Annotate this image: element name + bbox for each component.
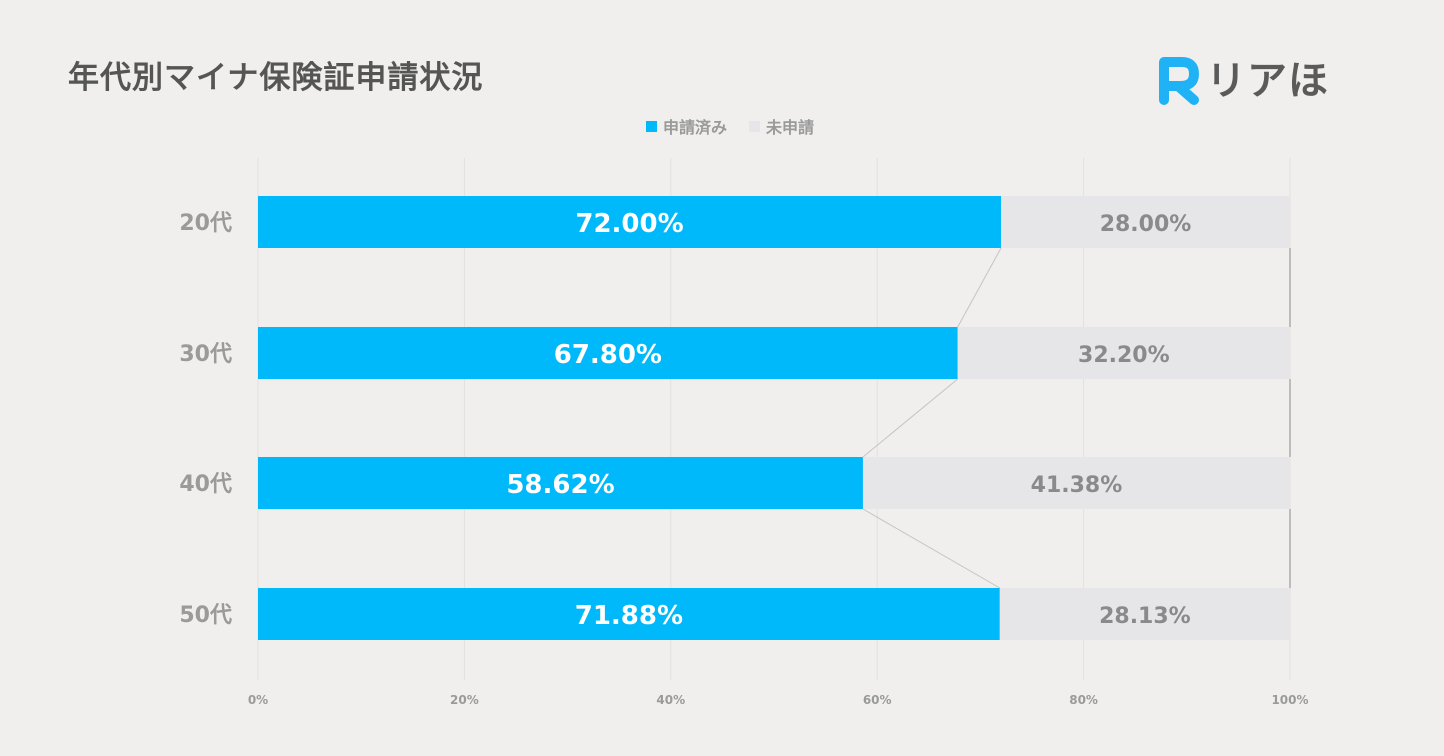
- legend-swatch-not-applied: [749, 120, 761, 132]
- series-line-applied: [862, 508, 1001, 589]
- bar-applied: [258, 327, 958, 379]
- bar-not-applied: [999, 588, 1290, 640]
- chart-legend: 申請済み 未申請: [646, 114, 814, 138]
- bar-applied: [258, 196, 1002, 248]
- x-tick-label: 100%: [1271, 693, 1308, 707]
- data-label-not-applied: 41.38%: [1031, 473, 1123, 498]
- legend-swatch-applied: [646, 120, 657, 132]
- bar-applied: [258, 588, 1000, 640]
- legend-label-not-applied: 未申請: [766, 118, 815, 137]
- x-tick-label: 60%: [863, 693, 892, 707]
- x-tick-label: 0%: [248, 693, 268, 707]
- data-label-applied: 71.88%: [575, 601, 683, 631]
- data-label-applied: 67.80%: [554, 340, 662, 370]
- legend-item-not-applied: 未申請: [749, 114, 814, 138]
- x-tick-label: 80%: [1069, 693, 1098, 707]
- data-label-not-applied: 28.13%: [1099, 604, 1191, 629]
- y-category-label: 30代: [179, 342, 232, 367]
- brand-logo: リアほ: [1158, 56, 1329, 106]
- bar-not-applied: [1001, 196, 1290, 248]
- data-label-not-applied: 28.00%: [1100, 212, 1192, 237]
- series-line-applied: [957, 247, 1002, 328]
- logo-text: リアほ: [1206, 58, 1329, 104]
- legend-label-applied: 申請済み: [663, 118, 728, 137]
- y-category-label: 20代: [179, 211, 232, 236]
- data-label-not-applied: 32.20%: [1078, 343, 1170, 368]
- x-tick-label: 40%: [656, 693, 685, 707]
- legend-item-applied: 申請済み: [646, 114, 727, 138]
- chart-title: 年代別マイナ保険証申請状況: [68, 60, 484, 96]
- y-category-label: 50代: [179, 603, 232, 628]
- data-label-applied: 58.62%: [506, 470, 614, 500]
- logo-r-icon: [1159, 57, 1199, 105]
- x-tick-label: 20%: [450, 693, 479, 707]
- y-category-label: 40代: [179, 472, 232, 497]
- bar-applied: [258, 457, 863, 509]
- data-label-applied: 72.00%: [575, 209, 683, 239]
- bar-not-applied: [862, 457, 1290, 509]
- series-line-applied: [862, 378, 959, 458]
- bar-not-applied: [957, 327, 1290, 379]
